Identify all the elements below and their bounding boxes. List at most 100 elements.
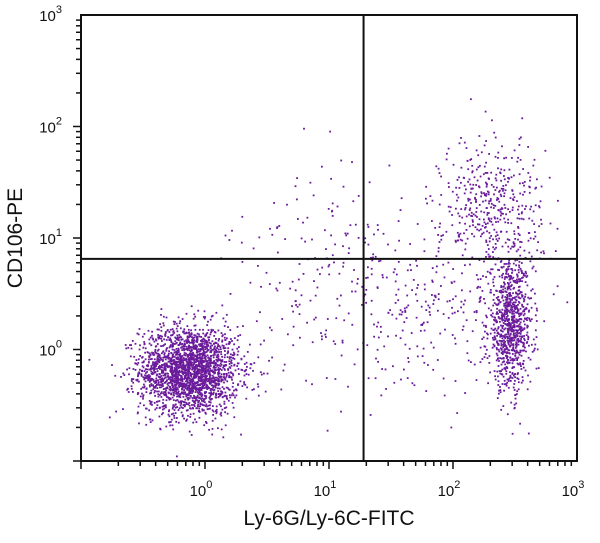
data-point [192, 412, 195, 415]
data-point [321, 338, 323, 341]
data-point [507, 222, 509, 224]
data-point [194, 315, 197, 318]
data-point [496, 234, 499, 236]
data-point [196, 349, 198, 352]
data-point [500, 324, 502, 327]
data-point [479, 296, 482, 298]
data-point [374, 255, 377, 258]
data-point [492, 246, 495, 249]
data-point [494, 263, 497, 266]
data-point [162, 392, 165, 395]
data-point [426, 202, 428, 205]
data-point [212, 381, 215, 384]
data-point [224, 350, 226, 352]
data-point [204, 376, 207, 379]
data-point [316, 268, 319, 271]
data-point [423, 250, 426, 253]
data-point [188, 367, 191, 370]
data-point [223, 403, 226, 405]
data-point [191, 392, 193, 394]
data-point [165, 394, 168, 397]
data-point [186, 366, 189, 368]
data-point [522, 297, 525, 300]
data-point [208, 341, 211, 344]
data-point [173, 367, 176, 369]
data-point [227, 369, 230, 371]
data-point [199, 356, 201, 358]
data-point [199, 386, 202, 389]
data-point [514, 394, 516, 396]
data-point [431, 279, 434, 282]
data-point [175, 341, 178, 344]
data-point [204, 360, 207, 363]
data-point [154, 371, 157, 374]
data-point [191, 366, 194, 369]
data-point [174, 368, 176, 371]
data-point [195, 384, 198, 387]
data-point [204, 341, 207, 344]
data-point [490, 220, 493, 223]
data-point [501, 274, 503, 277]
data-point [225, 313, 228, 316]
data-point [207, 408, 210, 410]
data-point [205, 385, 208, 388]
data-point [534, 270, 537, 273]
data-point [181, 343, 184, 345]
data-point [200, 359, 202, 362]
data-point [516, 293, 519, 296]
data-point [510, 277, 512, 279]
data-point [529, 320, 532, 322]
data-point [193, 353, 195, 356]
data-point [173, 409, 176, 411]
data-point [161, 384, 164, 387]
data-point [208, 382, 211, 385]
data-point [518, 213, 520, 216]
data-point [132, 378, 135, 380]
data-point [260, 285, 262, 288]
data-point [208, 397, 211, 399]
data-point [540, 218, 542, 221]
data-point [522, 345, 524, 348]
data-point [505, 268, 508, 270]
data-point [297, 218, 299, 220]
data-point [506, 354, 508, 357]
data-point [296, 305, 299, 308]
data-point [217, 372, 219, 374]
data-point [205, 334, 208, 337]
data-point [397, 288, 400, 291]
data-point [338, 304, 341, 307]
data-point [521, 349, 523, 352]
data-point [492, 299, 495, 301]
data-point [432, 368, 435, 371]
data-point [487, 333, 489, 336]
data-point [407, 304, 410, 307]
data-point [465, 215, 468, 218]
data-point [216, 345, 219, 348]
data-point [187, 339, 190, 341]
data-point [178, 407, 181, 410]
data-point [212, 410, 215, 413]
data-point [196, 353, 199, 356]
data-point [231, 402, 234, 404]
data-point [486, 230, 488, 233]
data-point [342, 245, 344, 248]
data-point [165, 380, 168, 382]
data-point [151, 419, 154, 422]
data-point [198, 328, 201, 331]
data-point [497, 167, 499, 170]
data-point [164, 372, 167, 375]
data-point [188, 335, 190, 338]
data-point [163, 352, 166, 355]
data-point [519, 333, 522, 335]
plot-frame [80, 14, 578, 462]
data-point [138, 422, 140, 425]
data-point [534, 343, 537, 346]
data-point [528, 191, 531, 194]
data-point [164, 387, 167, 390]
data-point [190, 329, 192, 332]
data-point [517, 324, 520, 327]
data-point [466, 237, 469, 240]
data-point [184, 332, 187, 335]
data-point [271, 233, 274, 236]
data-point [158, 335, 161, 337]
